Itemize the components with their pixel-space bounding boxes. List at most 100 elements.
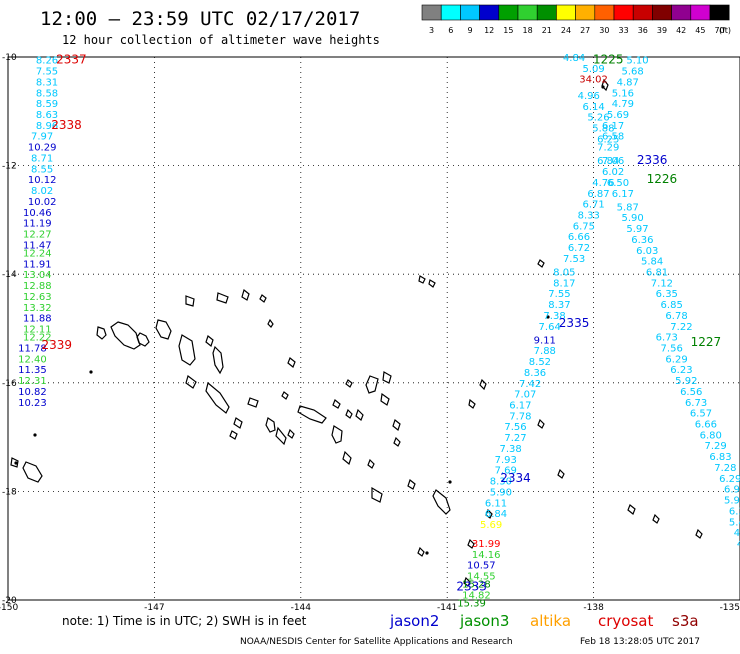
scale-swatch (613, 4, 634, 21)
swh-value: 6.29 (665, 354, 687, 365)
swh-value: 11.88 (23, 314, 52, 325)
swh-value: 5.10 (626, 56, 648, 67)
swh-value: 6.78 (665, 311, 687, 322)
swh-value: 6.17 (612, 189, 634, 200)
swh-value: 8.26 (36, 56, 58, 67)
swh-value: 15.39 (457, 599, 486, 610)
scale-label: 6 (448, 26, 453, 35)
swh-value: 10.46 (23, 208, 52, 219)
swh-value: 6.36 (631, 235, 653, 246)
scale-label: 27 (580, 26, 590, 35)
swh-value: 8.30 (490, 477, 512, 488)
swh-value: 7.29 (597, 143, 619, 154)
swh-value: 7.42 (519, 379, 541, 390)
track-id-label: 2333 (456, 579, 487, 593)
swh-value: 10.57 (467, 561, 496, 572)
swh-value: 15.28 (462, 580, 491, 591)
swh-value: 5.90 (622, 213, 644, 224)
swh-value: 7.56 (661, 344, 683, 355)
swh-value: 12.31 (18, 376, 47, 387)
scale-swatch (709, 4, 730, 21)
track-ids: 2337 2338 2339 1225 2336 1226 2335 1227 2334 2333 (42, 53, 722, 594)
swh-value: 5.92 (675, 376, 697, 387)
swh-value: 14.55 (467, 572, 496, 583)
lat-tick-label: -10 (2, 53, 17, 63)
scale-swatch (421, 4, 442, 21)
swh-value: 6.81 (646, 267, 668, 278)
swh-value: 5.68 (622, 67, 644, 78)
swh-value: 5.90 (490, 487, 512, 498)
swh-value: 4.96 (578, 91, 600, 102)
swh-value: 7.38 (500, 444, 522, 455)
swh-value: 11.91 (23, 259, 52, 270)
legend-s3a: s3a (672, 612, 699, 630)
scale-swatch (498, 4, 519, 21)
swh-value: 4.76 (734, 528, 740, 539)
swh-value: 4.5 (737, 539, 740, 550)
swh-value: 11.47 (23, 240, 52, 251)
swh-value: 8.17 (553, 278, 575, 289)
swh-value: 6.85 (661, 300, 683, 311)
swh-value: 6.73 (656, 333, 678, 344)
color-scale: 3 6 9 12 15 18 21 24 27 30 33 36 39 42 45 70(ft) (421, 4, 731, 35)
legend-jason2: jason2 (389, 612, 439, 630)
swh-value: 6.17 (602, 121, 624, 132)
island-coastlines (10, 78, 703, 587)
swh-value: 6.66 (568, 232, 590, 243)
swh-value: 10.12 (28, 175, 57, 186)
swh-value: 6.23 (670, 365, 692, 376)
scale-swatch (556, 4, 576, 21)
swh-value: 12.88 (23, 281, 52, 292)
lon-tick-label: -147 (144, 603, 164, 613)
swh-value: 5.88 (592, 124, 614, 135)
legend-cryosat: cryosat (598, 612, 653, 630)
swh-value: 5.94 (724, 496, 740, 507)
scale-label: 42 (676, 26, 686, 35)
swh-value: 12.27 (23, 229, 52, 240)
swh-value: 6.87 (587, 189, 609, 200)
swh-value: 8.05 (553, 267, 575, 278)
swh-value: 5.69 (480, 520, 502, 531)
scale-unit: (ft) (719, 26, 731, 35)
swh-value: 7.29 (704, 441, 726, 452)
swh-value: 6.58 (602, 132, 624, 143)
scale-label: 3 (429, 26, 434, 35)
swh-value: 6.29 (719, 474, 740, 485)
scale-swatch (460, 4, 480, 21)
swh-value: 6.83 (709, 452, 731, 463)
scale-swatch (652, 4, 672, 21)
scale-label: 30 (599, 26, 609, 35)
lon-tick-label: -150 (0, 603, 18, 613)
scale-label: 36 (638, 26, 648, 35)
swh-value: 8.37 (548, 300, 570, 311)
swh-value: 6.14 (582, 102, 604, 113)
swh-value: 8.63 (36, 110, 58, 121)
scale-swatch (594, 4, 615, 21)
swh-value: 34.02 (579, 75, 608, 86)
lon-tick-label: -135 (720, 603, 740, 613)
swh-value: 5.46 (729, 517, 740, 528)
swh-value: 6.50 (607, 178, 629, 189)
swh-value: 7.22 (670, 322, 692, 333)
swh-value: 6.66 (695, 420, 717, 431)
swh-value: 6.35 (656, 289, 678, 300)
swh-value: 7.12 (651, 278, 673, 289)
swh-value: 6.11 (485, 498, 507, 509)
lon-tick-label: -144 (291, 603, 312, 613)
swh-value: 7.97 (31, 132, 53, 143)
swh-value: 10.82 (18, 387, 47, 398)
scale-swatch (517, 4, 538, 21)
satellite-legend: jason2 jason3 altika cryosat s3a (389, 612, 699, 630)
swh-value: 4.79 (612, 99, 634, 110)
swh-value: 6.97 (724, 485, 740, 496)
swh-value: 6.56 (680, 387, 702, 398)
track-id-label: 1226 (647, 172, 678, 186)
swh-value: 5.87 (617, 202, 639, 213)
swh-value: 12.24 (23, 248, 52, 259)
map-title: 12:00 – 23:59 UTC 02/17/2017 (40, 8, 360, 30)
swh-value: 8.71 (31, 153, 53, 164)
map-frame (7, 56, 740, 601)
scale-swatch (440, 4, 461, 21)
swh-value: 7.88 (534, 346, 556, 357)
